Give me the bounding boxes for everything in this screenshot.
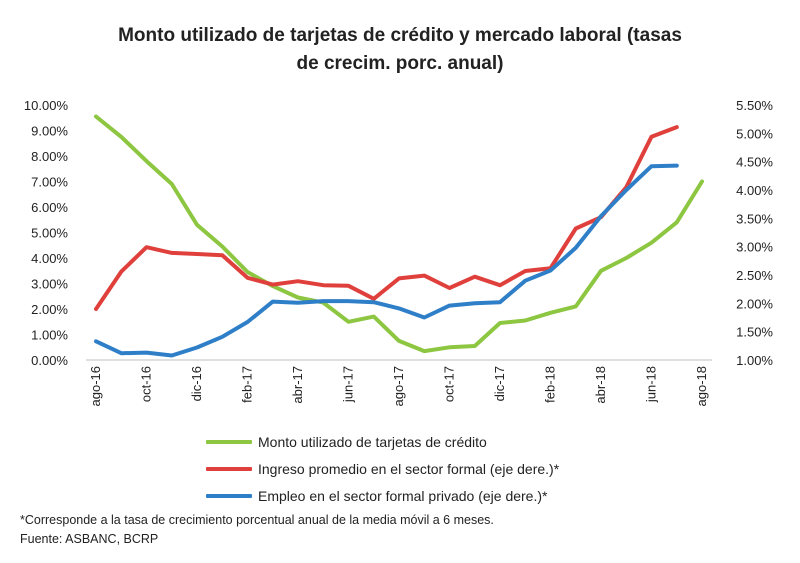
y-left-tick-label: 3.00% (31, 277, 68, 292)
legend-swatch-ingreso (206, 466, 252, 471)
y-right-tick-label: 3.50% (736, 211, 773, 226)
chart-footnote: *Corresponde a la tasa de crecimiento po… (20, 513, 494, 527)
legend-swatch-empleo (206, 493, 252, 498)
legend-item-tarjetas: Monto utilizado de tarjetas de crédito (206, 428, 559, 455)
y-left-tick-label: 7.00% (31, 175, 68, 190)
x-tick-label: ago-17 (391, 366, 406, 406)
y-left-tick-label: 5.00% (31, 226, 68, 241)
x-tick-label: jun-17 (341, 366, 356, 403)
y-left-tick-label: 2.00% (31, 302, 68, 317)
y-right-tick-label: 4.00% (736, 183, 773, 198)
y-right-tick-label: 1.00% (736, 353, 773, 368)
series-line-tarjetas (94, 114, 704, 354)
y-right-tick-label: 2.00% (736, 296, 773, 311)
y-right-tick-label: 4.50% (736, 155, 773, 170)
chart-series (94, 114, 704, 358)
x-tick-label: jun-18 (644, 366, 659, 403)
y-left-tick-label: 4.00% (31, 251, 68, 266)
y-left-tick-label: 0.00% (31, 353, 68, 368)
x-tick-label: ago-18 (694, 366, 709, 406)
x-tick-label: oct-17 (442, 366, 457, 402)
legend-item-ingreso: Ingreso promedio en el sector formal (ej… (206, 455, 559, 482)
x-tick-label: oct-16 (139, 366, 154, 402)
x-tick-label: feb-18 (543, 366, 558, 403)
chart-source: Fuente: ASBANC, BCRP (20, 532, 159, 546)
y-right-tick-label: 2.50% (736, 268, 773, 283)
chart-notes: *Corresponde a la tasa de crecimiento po… (20, 511, 494, 549)
chart-title-line-1: Monto utilizado de tarjetas de crédito y… (118, 25, 682, 46)
x-tick-label: abr-17 (290, 366, 305, 404)
chart-legend: Monto utilizado de tarjetas de crédito I… (206, 428, 559, 509)
series-line-ingreso (94, 125, 679, 311)
y-right-tick-label: 3.00% (736, 240, 773, 255)
legend-label-empleo: Empleo en el sector formal privado (eje … (258, 487, 548, 504)
series-line-empleo (94, 163, 679, 358)
y-left-tick-label: 8.00% (31, 149, 68, 164)
legend-swatch-tarjetas (206, 439, 252, 444)
x-tick-label: dic-16 (189, 366, 204, 401)
y-left-tick-label: 1.00% (31, 328, 68, 343)
x-tick-label: ago-16 (88, 366, 103, 406)
y-left-tick-label: 9.00% (31, 124, 68, 139)
legend-label-ingreso: Ingreso promedio en el sector formal (ej… (258, 460, 560, 477)
y-right-tick-label: 5.50% (736, 98, 773, 113)
chart-title-line-2: de crecim. porc. anual) (296, 53, 504, 74)
y-right-tick-label: 5.00% (736, 126, 773, 141)
x-tick-label: abr-18 (593, 366, 608, 404)
y-right-tick-label: 1.50% (736, 325, 773, 340)
y-left-tick-label: 10.00% (24, 98, 69, 113)
x-tick-label: feb-17 (240, 366, 255, 403)
chart-axes: 0.00% 1.00% 2.00% 3.00% 4.00% 5.00% 6.00% 7.00%… (24, 98, 774, 406)
chart-title: Monto utilizado de tarjetas de crédito y… (0, 22, 800, 78)
y-left-tick-label: 6.00% (31, 200, 68, 215)
x-tick-label: dic-17 (492, 366, 507, 401)
legend-item-empleo: Empleo en el sector formal privado (eje … (206, 482, 559, 509)
legend-label-tarjetas: Monto utilizado de tarjetas de crédito (258, 433, 487, 450)
